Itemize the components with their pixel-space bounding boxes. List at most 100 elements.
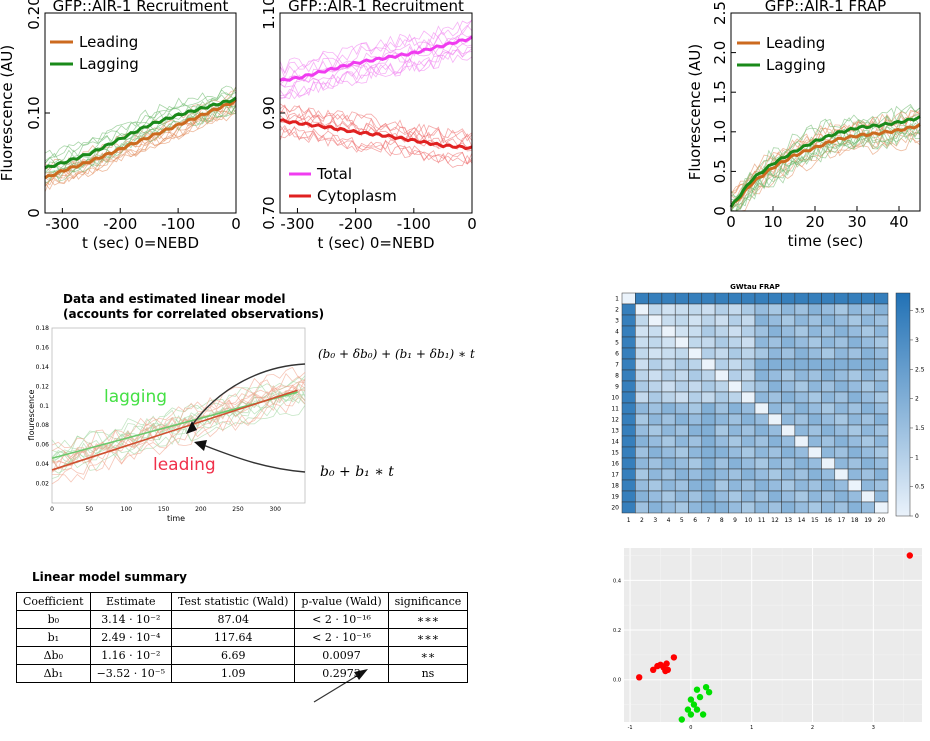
heatmap-cell <box>847 457 862 470</box>
header-estimate: Estimate <box>89 592 173 611</box>
heatmap-cell <box>714 336 729 349</box>
heatmap-cell <box>621 347 636 360</box>
heatmap-cell <box>674 490 689 503</box>
heatmap-cell <box>661 303 676 316</box>
colorbar-tick-label: 3 <box>915 337 919 344</box>
total-trace <box>279 20 473 74</box>
heatmap-cell <box>674 424 689 437</box>
heatmap-cell <box>635 358 649 371</box>
row-label: 15 <box>611 450 619 457</box>
scatter-point <box>687 711 695 718</box>
heatmap-cell <box>861 490 875 503</box>
heatmap-cell <box>807 303 822 316</box>
heatmap-cell <box>861 314 875 327</box>
heatmap-cell <box>781 336 796 349</box>
heatmap-cell <box>714 490 729 503</box>
heatmap-cell <box>728 435 742 448</box>
cytoplasm-trace <box>279 125 473 165</box>
heatmap-cell <box>794 501 809 514</box>
colorbar-tick-label: 2.5 <box>915 366 925 373</box>
y-tick-label: 0.1 <box>39 403 49 410</box>
x-tick-label: 150 <box>158 506 170 513</box>
heatmap-cell <box>821 501 836 514</box>
scatter-point <box>705 689 713 696</box>
heatmap-cell <box>621 457 636 470</box>
heatmap-cell <box>754 380 769 393</box>
heatmap-cell <box>714 380 729 393</box>
heatmap-cell <box>821 347 836 360</box>
heatmap-cell <box>688 435 703 448</box>
row-label: 18 <box>611 483 619 490</box>
heatmap-cell <box>874 446 889 459</box>
row-label: 1 <box>615 296 619 303</box>
heatmap-cell <box>701 402 716 415</box>
leading-trace <box>51 395 306 485</box>
heatmap-cell <box>821 446 836 459</box>
leading-trace <box>51 384 306 473</box>
row-label: 17 <box>611 472 619 479</box>
heatmap-cell <box>861 435 875 448</box>
scatter-point <box>699 711 707 718</box>
col-label: 17 <box>838 517 846 524</box>
heatmap-cell <box>648 336 663 349</box>
colorbar-tick-label: 1.5 <box>915 425 925 432</box>
heatmap-cell <box>648 314 663 327</box>
x-tick-label: 100 <box>121 506 133 513</box>
total-trace <box>279 36 473 88</box>
col-label: 10 <box>745 517 753 524</box>
heatmap-cell <box>741 325 756 338</box>
heatmap-cell <box>794 468 809 481</box>
heatmap-cell <box>635 380 649 393</box>
x-tick-label: 250 <box>232 506 244 513</box>
heatmap-cell <box>874 468 889 481</box>
leading-trace <box>51 392 306 483</box>
y-tick-label: 0.02 <box>36 481 50 488</box>
row-label: 6 <box>615 351 619 358</box>
heatmap-cell <box>874 435 889 448</box>
heatmap-cell <box>688 369 703 382</box>
heatmap-cell <box>648 402 663 415</box>
heatmap-cell <box>621 358 636 371</box>
heatmap-cell <box>661 413 676 426</box>
leading-annotation: leading <box>153 455 216 475</box>
heatmap-cell <box>781 435 796 448</box>
heatmap-cell <box>714 292 729 305</box>
heatmap-cell <box>741 380 756 393</box>
col-label: 16 <box>824 517 832 524</box>
heatmap-cell <box>635 501 649 514</box>
cell-significance: ∗∗∗ <box>387 610 469 629</box>
heatmap-cell <box>701 347 716 360</box>
heatmap-cell <box>688 468 703 481</box>
heatmap-cell <box>714 479 729 492</box>
scatter-point <box>670 654 678 661</box>
y-tick-label: 0 <box>711 206 729 216</box>
heatmap-cell <box>701 424 716 437</box>
leading-trace <box>51 379 306 466</box>
legend-label: Leading <box>766 34 825 52</box>
heatmap-cell <box>728 468 742 481</box>
heatmap-cell <box>834 336 849 349</box>
y-tick-label: 0.12 <box>36 383 50 390</box>
scatter-point <box>663 660 670 667</box>
heatmap-cell <box>621 292 636 305</box>
heatmap-cell <box>768 391 782 404</box>
heatmap-cell <box>754 490 769 503</box>
scatter-point <box>696 693 704 701</box>
heatmap-cell <box>635 369 649 382</box>
heatmap-cell <box>674 347 689 360</box>
row-label: 5 <box>615 340 619 347</box>
heatmap-cell <box>728 501 742 514</box>
x-tick-label: -100 <box>161 215 195 233</box>
heatmap-cell <box>861 358 875 371</box>
heatmap-cell <box>754 479 769 492</box>
heatmap-cell <box>635 402 649 415</box>
lagging-trace <box>730 103 921 199</box>
y-axis-label: Fluorescence (AU) <box>686 44 704 181</box>
heatmap-cell <box>661 325 676 338</box>
table-row: Δb₁ −3.52 · 10⁻⁵ 1.09 0.2973 ns <box>16 664 469 683</box>
heatmap-cell <box>701 303 716 316</box>
cell-significance: ns <box>387 664 469 683</box>
heatmap-cell <box>861 336 875 349</box>
x-tick-label: -300 <box>45 215 79 233</box>
heatmap-cell <box>688 292 703 305</box>
